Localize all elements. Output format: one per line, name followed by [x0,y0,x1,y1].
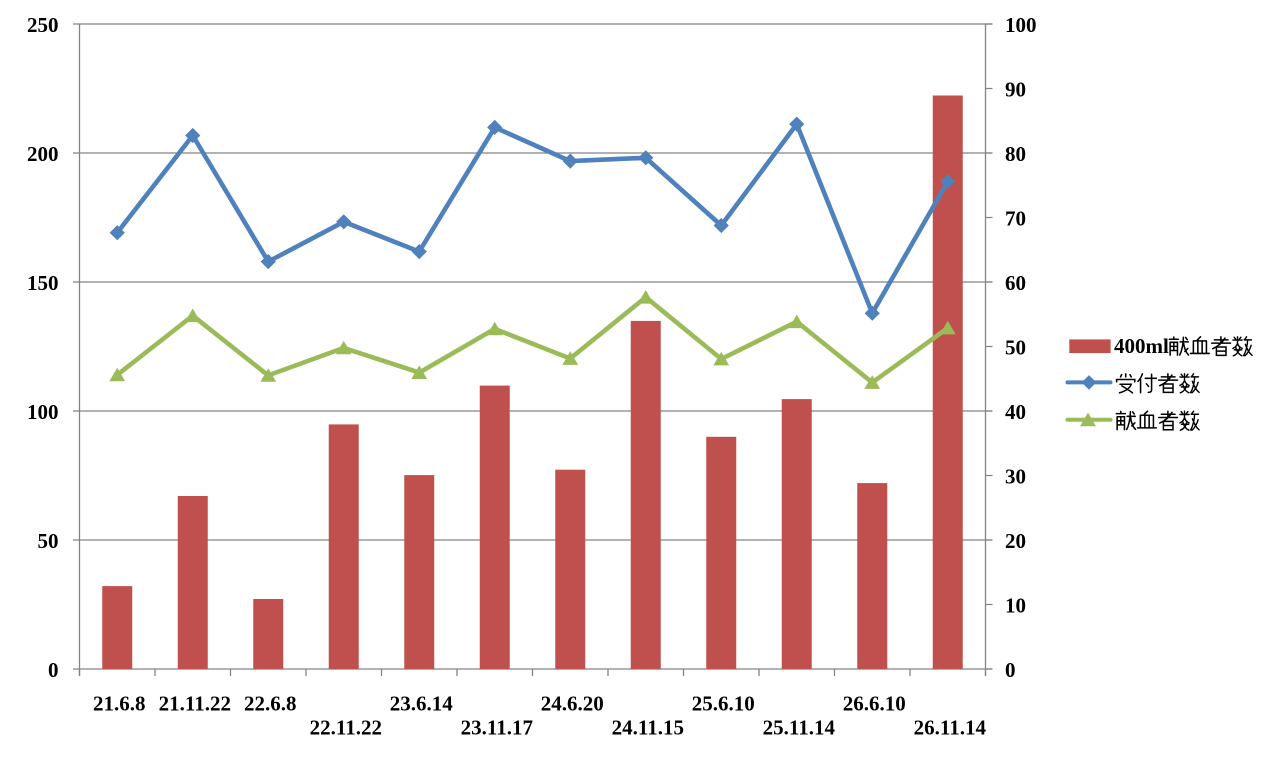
svg-text:50: 50 [38,529,59,553]
svg-text:22.6.8: 22.6.8 [244,692,297,716]
svg-text:90: 90 [1005,78,1026,102]
svg-text:250: 250 [27,13,59,37]
svg-text:200: 200 [27,142,59,166]
svg-text:150: 150 [27,271,59,295]
svg-text:80: 80 [1005,142,1026,166]
svg-text:25.6.10: 25.6.10 [692,692,755,716]
svg-text:22.11.22: 22.11.22 [310,715,382,739]
svg-text:20: 20 [1005,529,1026,553]
svg-text:400ml: 400ml [1114,334,1169,358]
svg-text:23.6.14: 23.6.14 [390,692,454,716]
svg-text:10: 10 [1005,594,1026,618]
svg-text:26.11.14: 26.11.14 [914,715,987,739]
svg-text:100: 100 [1005,13,1037,37]
svg-text:26.6.10: 26.6.10 [843,692,906,716]
svg-text:50: 50 [1005,336,1026,360]
svg-text:21.11.22: 21.11.22 [159,692,231,716]
svg-text:0: 0 [1005,658,1016,682]
svg-text:23.11.17: 23.11.17 [461,715,533,739]
svg-text:0: 0 [48,658,59,682]
svg-text:40: 40 [1005,400,1026,424]
svg-text:60: 60 [1005,271,1026,295]
svg-text:24.6.20: 24.6.20 [541,692,604,716]
svg-text:70: 70 [1005,207,1026,231]
svg-text:30: 30 [1005,465,1026,489]
svg-text:24.11.15: 24.11.15 [612,715,684,739]
svg-text:21.6.8: 21.6.8 [93,692,146,716]
svg-text:25.11.14: 25.11.14 [763,715,836,739]
svg-text:100: 100 [27,400,59,424]
